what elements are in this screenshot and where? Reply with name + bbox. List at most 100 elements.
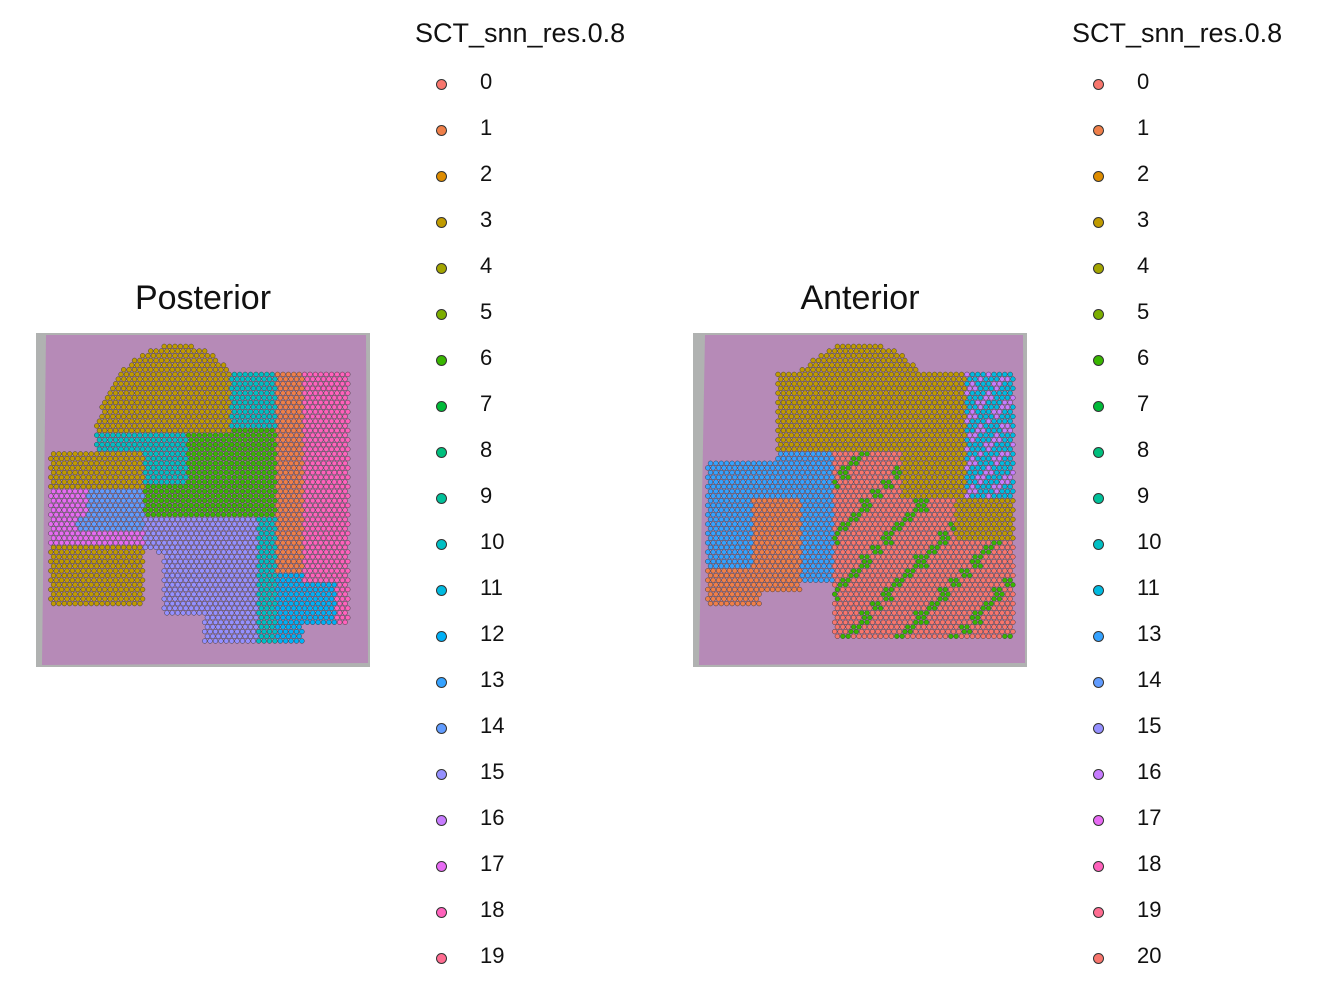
spot	[62, 592, 67, 597]
spot	[251, 386, 256, 391]
spot	[932, 522, 937, 527]
spot	[202, 386, 207, 391]
spot	[192, 480, 197, 485]
spot	[224, 517, 229, 522]
spot	[281, 568, 286, 573]
spot	[221, 372, 226, 377]
spot	[951, 489, 956, 494]
spot	[302, 550, 307, 555]
spot	[994, 386, 999, 391]
spot	[824, 503, 829, 508]
spot	[173, 494, 178, 499]
spot	[251, 405, 256, 410]
spot	[138, 489, 143, 494]
spot	[345, 484, 350, 489]
spot	[851, 512, 856, 517]
spot	[746, 470, 751, 475]
spot	[819, 456, 824, 461]
spot	[205, 587, 210, 592]
spot	[313, 428, 318, 433]
spot	[57, 517, 62, 522]
spot	[167, 597, 172, 602]
spot	[165, 461, 170, 466]
spot	[186, 424, 191, 429]
spot	[289, 414, 294, 419]
spot	[786, 372, 791, 377]
spot	[870, 405, 875, 410]
spot	[316, 461, 321, 466]
spot	[932, 503, 937, 508]
spot	[200, 466, 205, 471]
spot	[57, 480, 62, 485]
spot	[140, 597, 145, 602]
spot	[264, 531, 269, 536]
spot	[318, 466, 323, 471]
spot	[754, 512, 759, 517]
spot	[121, 461, 126, 466]
spot	[202, 526, 207, 531]
spot	[1008, 466, 1013, 471]
spot	[859, 395, 864, 400]
spot	[813, 381, 818, 386]
spot	[337, 395, 342, 400]
spot	[213, 498, 218, 503]
spot	[751, 545, 756, 550]
spot	[267, 564, 272, 569]
spot	[138, 592, 143, 597]
spot	[989, 433, 994, 438]
spot	[838, 386, 843, 391]
spot	[202, 629, 207, 634]
spot	[267, 498, 272, 503]
spot	[221, 447, 226, 452]
spot	[237, 568, 242, 573]
spot	[327, 414, 332, 419]
spot	[175, 582, 180, 587]
spot	[135, 568, 140, 573]
spot	[192, 498, 197, 503]
spot	[749, 540, 754, 545]
spot	[318, 447, 323, 452]
spot	[318, 409, 323, 414]
spot	[81, 559, 86, 564]
spot	[102, 559, 107, 564]
spot	[305, 526, 310, 531]
spot	[194, 494, 199, 499]
spot	[70, 597, 75, 602]
spot	[70, 559, 75, 564]
spot	[903, 480, 908, 485]
spot	[178, 550, 183, 555]
spot	[178, 597, 183, 602]
spot	[716, 531, 721, 536]
spot	[857, 438, 862, 443]
spot	[316, 601, 321, 606]
spot	[121, 377, 126, 382]
spot	[984, 498, 989, 503]
spot	[264, 456, 269, 461]
spot	[900, 372, 905, 377]
spot	[905, 372, 910, 377]
spot	[854, 470, 859, 475]
spot	[116, 554, 121, 559]
spot	[835, 438, 840, 443]
spot	[886, 526, 891, 531]
spot	[900, 484, 905, 489]
spot	[984, 508, 989, 513]
spot	[749, 484, 754, 489]
spot	[92, 484, 97, 489]
spot	[194, 409, 199, 414]
spot	[73, 480, 78, 485]
spot	[946, 452, 951, 457]
spot	[835, 531, 840, 536]
spot	[849, 424, 854, 429]
spot	[264, 372, 269, 377]
spot	[186, 386, 191, 391]
spot	[335, 615, 340, 620]
spot	[324, 550, 329, 555]
spot	[911, 428, 916, 433]
spot	[924, 470, 929, 475]
spot	[965, 503, 970, 508]
spot	[200, 391, 205, 396]
spot	[900, 503, 905, 508]
spot	[970, 456, 975, 461]
spot	[181, 414, 186, 419]
